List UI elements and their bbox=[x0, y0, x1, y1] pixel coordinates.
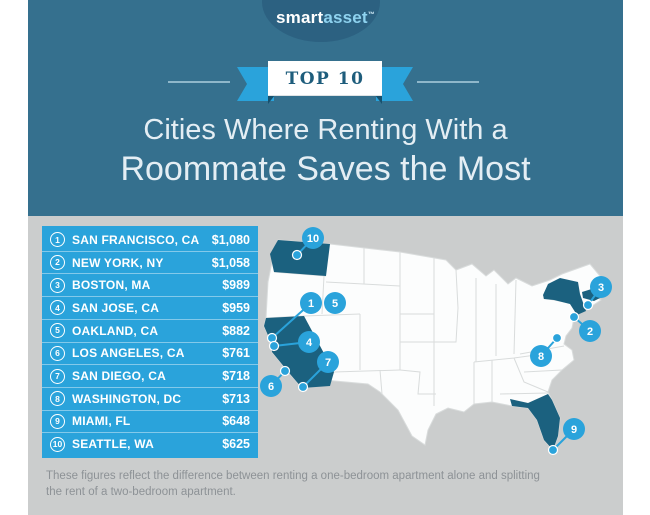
city-label: SEATTLE, WA bbox=[72, 437, 154, 452]
brand-logo: smartasset™ bbox=[28, 8, 623, 28]
highlighted-states bbox=[264, 240, 604, 450]
savings-value: $718 bbox=[222, 369, 250, 384]
svg-text:2: 2 bbox=[587, 326, 593, 338]
list-item: 2 NEW YORK, NY $1,058 bbox=[42, 250, 258, 274]
city-label: SAN DIEGO, CA bbox=[72, 369, 166, 384]
list-item: 5 OAKLAND, CA $882 bbox=[42, 318, 258, 342]
list-item: 1 SAN FRANCISCO, CA $1,080 bbox=[42, 229, 258, 251]
brand-logo-smart: smart bbox=[276, 8, 324, 27]
map-marker-4: 4 bbox=[298, 331, 320, 353]
state-florida bbox=[510, 394, 560, 450]
rank-badge: 2 bbox=[50, 255, 65, 271]
rank-badge: 5 bbox=[50, 323, 65, 339]
ribbon-left-rule bbox=[168, 81, 230, 83]
top10-list: 1 SAN FRANCISCO, CA $1,080 2 NEW YORK, N… bbox=[42, 226, 258, 458]
city-dots bbox=[266, 249, 594, 456]
savings-value: $959 bbox=[222, 300, 250, 315]
city-label: LOS ANGELES, CA bbox=[72, 346, 185, 361]
rank-badge: 9 bbox=[50, 413, 65, 429]
list-item: 7 SAN DIEGO, CA $718 bbox=[42, 364, 258, 387]
state-new-york bbox=[543, 278, 586, 315]
page-title-line1: Cities Where Renting With a bbox=[143, 114, 508, 146]
ribbon-right-wing bbox=[376, 67, 413, 101]
savings-value: $989 bbox=[222, 278, 250, 293]
city-label: NEW YORK, NY bbox=[72, 255, 164, 270]
city-dot-washington-dc bbox=[551, 332, 563, 344]
savings-value: $1,080 bbox=[211, 232, 250, 247]
city-label: OAKLAND, CA bbox=[72, 323, 159, 338]
ribbon-right-rule bbox=[417, 81, 479, 83]
map-marker-1: 1 bbox=[300, 292, 322, 314]
map-marker-8: 8 bbox=[530, 345, 552, 367]
page-title: Cities Where Renting With a Roommate Sav… bbox=[28, 112, 623, 190]
svg-text:1: 1 bbox=[308, 298, 314, 310]
ribbon-left-wing bbox=[237, 67, 274, 101]
map-marker-10: 10 bbox=[302, 227, 324, 249]
city-dot-seattle bbox=[291, 249, 303, 261]
ribbon-left-fold bbox=[268, 95, 275, 104]
city-dot-miami bbox=[547, 444, 559, 456]
header-panel: smartasset™ TOP 10 Cities Where Renting … bbox=[28, 0, 623, 216]
state-california bbox=[264, 316, 334, 388]
map-marker-2: 2 bbox=[579, 320, 601, 342]
us-map: 1 5 4 7 6 10 3 bbox=[260, 227, 612, 456]
list-item: 3 BOSTON, MA $989 bbox=[42, 273, 258, 296]
savings-value: $761 bbox=[222, 346, 250, 361]
rank-badge: 10 bbox=[50, 436, 65, 452]
svg-text:8: 8 bbox=[538, 351, 544, 363]
savings-value: $882 bbox=[222, 323, 250, 338]
map-marker-5: 5 bbox=[324, 292, 346, 314]
footnote: These figures reflect the difference bet… bbox=[46, 469, 606, 500]
svg-text:4: 4 bbox=[306, 337, 313, 349]
page-title-line2: Roommate Saves the Most bbox=[120, 150, 531, 188]
list-item: 8 WASHINGTON, DC $713 bbox=[42, 386, 258, 410]
savings-value: $1,058 bbox=[211, 255, 250, 270]
footnote-line2: the rent of a two-bedroom apartment. bbox=[46, 485, 236, 498]
content-panel: 1 SAN FRANCISCO, CA $1,080 2 NEW YORK, N… bbox=[28, 216, 623, 515]
rank-badge: 4 bbox=[50, 300, 65, 316]
rank-badge: 7 bbox=[50, 368, 65, 384]
city-label: MIAMI, FL bbox=[72, 414, 131, 429]
city-dot-new-york bbox=[568, 311, 580, 323]
city-label: SAN JOSE, CA bbox=[72, 300, 160, 315]
city-label: WASHINGTON, DC bbox=[72, 391, 182, 406]
state-borders bbox=[265, 243, 577, 406]
city-dot-san-diego bbox=[297, 381, 309, 393]
savings-value: $625 bbox=[222, 437, 250, 452]
svg-text:10: 10 bbox=[307, 233, 319, 245]
city-label: SAN FRANCISCO, CA bbox=[72, 232, 200, 247]
svg-text:3: 3 bbox=[598, 282, 604, 294]
rank-badge: 8 bbox=[50, 391, 65, 407]
map-marker-3: 3 bbox=[590, 276, 612, 298]
rank-badge: 6 bbox=[50, 345, 65, 361]
svg-text:7: 7 bbox=[325, 357, 331, 369]
rank-badge: 1 bbox=[50, 232, 65, 248]
map-marker-9: 9 bbox=[563, 418, 585, 440]
city-dot-san-jose bbox=[268, 340, 280, 352]
map-markers: 1 5 4 7 6 10 3 bbox=[260, 227, 612, 440]
city-dot-boston bbox=[582, 299, 594, 311]
brand-logo-asset: asset bbox=[323, 8, 368, 27]
rank-badge: 3 bbox=[50, 277, 65, 293]
map-marker-7: 7 bbox=[317, 351, 339, 373]
list-item: 4 SAN JOSE, CA $959 bbox=[42, 296, 258, 319]
top10-ribbon: TOP 10 bbox=[237, 61, 413, 104]
savings-value: $713 bbox=[222, 391, 250, 406]
svg-text:9: 9 bbox=[571, 424, 577, 436]
top10-label: TOP 10 bbox=[286, 69, 365, 89]
city-dot-los-angeles bbox=[279, 365, 291, 377]
ribbon-right-fold bbox=[375, 95, 382, 104]
list-item: 9 MIAMI, FL $648 bbox=[42, 409, 258, 433]
city-label: BOSTON, MA bbox=[72, 278, 151, 293]
svg-text:6: 6 bbox=[268, 381, 274, 393]
ribbon-label-box bbox=[268, 61, 382, 95]
list-item: 10 SEATTLE, WA $625 bbox=[42, 432, 258, 455]
list-item: 6 LOS ANGELES, CA $761 bbox=[42, 341, 258, 365]
savings-value: $648 bbox=[222, 414, 250, 429]
map-marker-6: 6 bbox=[260, 375, 282, 397]
svg-text:5: 5 bbox=[332, 298, 338, 310]
footnote-line1: These figures reflect the difference bet… bbox=[46, 470, 540, 482]
trademark-symbol: ™ bbox=[367, 11, 375, 19]
